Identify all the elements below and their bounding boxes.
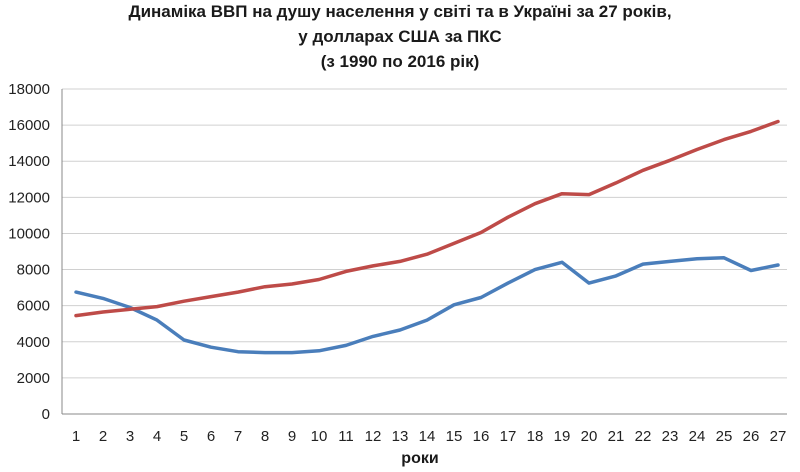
grid-lines bbox=[62, 88, 787, 415]
x-tick-label: 24 bbox=[689, 428, 706, 445]
x-tick-label: 3 bbox=[126, 428, 134, 445]
chart-subtitle: у долларах США за ПКС bbox=[298, 27, 502, 46]
x-tick-label: 26 bbox=[743, 428, 760, 445]
x-tick-label: 15 bbox=[446, 428, 463, 445]
chart-title: Динаміка ВВП на душу населення у світі т… bbox=[128, 2, 672, 21]
y-tick-label: 16000 bbox=[8, 117, 50, 134]
x-tick-label: 6 bbox=[207, 428, 215, 445]
x-tick-label: 12 bbox=[365, 428, 382, 445]
x-axis: 1 2 3 4 5 6 7 8 9 10 11 12 13 14 15 16 17 18 19 20 21 22 23 24 2… bbox=[72, 428, 787, 445]
x-tick-label: 5 bbox=[180, 428, 188, 445]
x-tick-label: 8 bbox=[261, 428, 269, 445]
series-line-1 bbox=[74, 256, 780, 355]
x-tick-label: 20 bbox=[581, 428, 598, 445]
x-tick-label: 2 bbox=[99, 428, 107, 445]
y-tick-label: 2000 bbox=[17, 370, 50, 387]
y-tick-label: 12000 bbox=[8, 189, 50, 206]
y-tick-label: 6000 bbox=[17, 298, 50, 315]
x-tick-label: 16 bbox=[473, 428, 490, 445]
x-axis-label: роки bbox=[401, 450, 439, 467]
x-tick-label: 23 bbox=[662, 428, 679, 445]
x-tick-label: 4 bbox=[153, 428, 161, 445]
y-tick-label: 8000 bbox=[17, 262, 50, 279]
x-tick-label: 13 bbox=[392, 428, 409, 445]
x-tick-label: 7 bbox=[234, 428, 242, 445]
y-tick-label: 0 bbox=[42, 406, 50, 423]
y-tick-label: 4000 bbox=[17, 334, 50, 351]
y-tick-label: 18000 bbox=[8, 81, 50, 98]
x-tick-label: 19 bbox=[554, 428, 571, 445]
x-tick-label: 17 bbox=[500, 428, 517, 445]
x-tick-label: 22 bbox=[635, 428, 652, 445]
x-tick-label: 9 bbox=[288, 428, 296, 445]
x-tick-label: 18 bbox=[527, 428, 544, 445]
chart-subtitle-years: (з 1990 по 2016 рік) bbox=[320, 52, 480, 71]
y-tick-label: 14000 bbox=[8, 153, 50, 170]
x-tick-label: 1 bbox=[72, 428, 80, 445]
x-tick-label: 27 bbox=[770, 428, 787, 445]
series-group bbox=[74, 119, 780, 355]
x-tick-label: 11 bbox=[338, 428, 354, 445]
x-tick-label: 21 bbox=[608, 428, 625, 445]
y-tick-label: 10000 bbox=[8, 225, 50, 242]
x-tick-label: 14 bbox=[419, 428, 436, 445]
x-tick-label: 10 bbox=[311, 428, 328, 445]
y-axis: 0 2000 4000 6000 8000 10000 12000 14000 16000 180… bbox=[8, 81, 63, 423]
series-line-2 bbox=[74, 119, 780, 318]
x-tick-label: 25 bbox=[716, 428, 733, 445]
